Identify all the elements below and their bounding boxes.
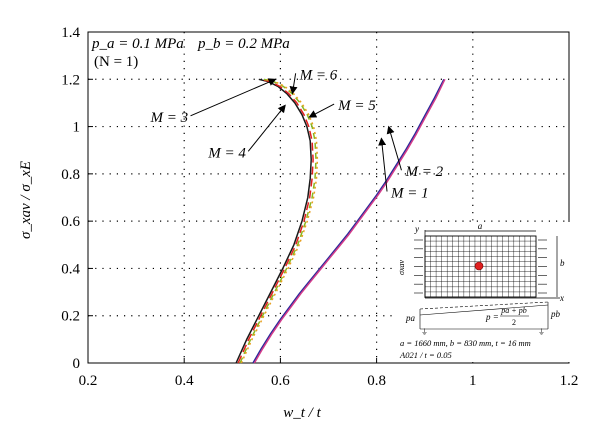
inset-y-label: y <box>414 224 419 234</box>
tick-layer: 0.2 0.4 0.6 0.8 1 1.200.20.40.60.811.21.4 <box>61 25 578 389</box>
inset-pa-label: pa <box>405 313 416 323</box>
inset-pb-label: pb <box>550 309 561 319</box>
curve-label-arrow-3 <box>308 103 335 118</box>
x-tick-label-2: 0.6 <box>271 373 290 389</box>
x-tick-label-4: 1 <box>469 373 477 389</box>
y-tick-label-6: 1.2 <box>61 72 80 88</box>
y-tick-label-0: 0 <box>73 356 81 372</box>
x-tick-label-5: 1.2 <box>560 373 579 389</box>
grid-layer <box>88 32 569 363</box>
plot-frame <box>87 31 570 364</box>
y-tick-label-1: 0.2 <box>61 309 80 325</box>
y-tick-label-3: 0.6 <box>61 214 80 230</box>
plate-schematic: a b x y σxav pa pb p = pa + pb 2 ⏚ ⏚ <box>396 221 573 362</box>
series-line-m=1 <box>252 78 445 364</box>
curve-label-0: M = 3 <box>150 110 189 126</box>
series-line-m=2 <box>253 78 446 364</box>
header-pressure-pb: p_b = 0.2 MPa <box>197 36 290 52</box>
inset-pressure-top <box>419 301 549 310</box>
inset-x-label: x <box>559 293 564 303</box>
inset-dim-b: b <box>560 258 565 268</box>
x-tick-label-1: 0.4 <box>175 373 194 389</box>
curve-label-1: M = 4 <box>207 145 246 161</box>
series-line-m=3 <box>235 78 312 364</box>
x-axis-title: w_t / t <box>283 405 321 421</box>
inset-p-eq: p = <box>485 312 499 322</box>
inset-dim-a: a <box>478 221 483 231</box>
curve-label-5: M = 1 <box>390 186 429 202</box>
header-n-value: (N = 1) <box>94 54 138 70</box>
y-tick-label-7: 1.4 <box>61 25 80 41</box>
x-tick-label-0: 0.2 <box>79 373 98 389</box>
curve-label-arrow-2 <box>289 73 298 95</box>
inset-p-denominator: 2 <box>512 318 516 327</box>
y-axis-title: σ_xav / σ_xE <box>18 161 34 239</box>
inset-sigma-label: σxav <box>397 260 406 275</box>
header-pressure-pa: p_a = 0.1 MPa <box>91 36 184 52</box>
curve-label-2: M = 6 <box>299 67 338 83</box>
inset-p-numerator: pa + pb <box>500 306 526 315</box>
curve-label-4: M = 2 <box>404 164 443 180</box>
y-tick-label-4: 0.8 <box>61 167 80 183</box>
inset-amplitude: A021 / t = 0.05 <box>399 350 452 360</box>
x-tick-label-3: 0.8 <box>367 373 386 389</box>
curve-label-layer: M = 3 M = 4 M = 6 M = 5 M = 2 M = 1 <box>150 67 444 201</box>
inset-support-right: ⏚ <box>538 328 545 336</box>
y-tick-label-2: 0.4 <box>61 261 80 277</box>
series-line-m=4 <box>237 78 314 364</box>
inset-support-left: ⏚ <box>421 328 428 336</box>
curve-label-arrow-1 <box>247 104 286 152</box>
inset-center-point <box>474 261 484 271</box>
inset-pressure-mean <box>419 304 549 316</box>
curve-label-arrow-4 <box>386 125 402 171</box>
inset-load-arrows <box>414 239 547 294</box>
curve-label-3: M = 5 <box>337 98 376 114</box>
y-tick-label-5: 1 <box>73 120 81 136</box>
curve-label-arrow-5 <box>378 137 388 192</box>
curve-label-arrow-0 <box>190 78 277 117</box>
inset-dimensions: a = 1660 mm, b = 830 mm, t = 16 mm <box>400 338 531 348</box>
inset-plate-mesh <box>424 235 537 298</box>
